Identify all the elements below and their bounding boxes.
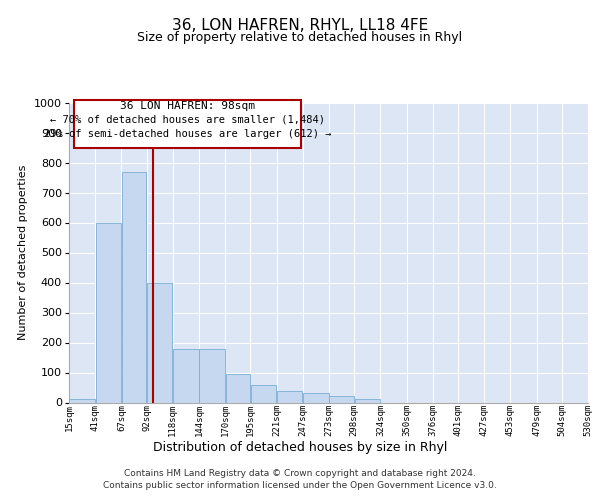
Bar [303, 393, 329, 402]
Text: 36, LON HAFREN, RHYL, LL18 4FE: 36, LON HAFREN, RHYL, LL18 4FE [172, 18, 428, 32]
Bar [355, 399, 380, 402]
Text: 29% of semi-detached houses are larger (612) →: 29% of semi-detached houses are larger (… [44, 129, 331, 139]
Text: Contains HM Land Registry data © Crown copyright and database right 2024.: Contains HM Land Registry data © Crown c… [124, 470, 476, 478]
Bar [70, 399, 95, 402]
Text: 36 LON HAFREN: 98sqm: 36 LON HAFREN: 98sqm [120, 100, 255, 110]
Bar [277, 391, 302, 402]
Text: ← 70% of detached houses are smaller (1,484): ← 70% of detached houses are smaller (1,… [50, 114, 325, 124]
Bar [147, 282, 172, 403]
Text: Size of property relative to detached houses in Rhyl: Size of property relative to detached ho… [137, 31, 463, 44]
Bar [329, 396, 354, 402]
Bar [95, 222, 121, 402]
Text: Contains public sector information licensed under the Open Government Licence v3: Contains public sector information licen… [103, 480, 497, 490]
FancyBboxPatch shape [74, 100, 301, 148]
Bar [173, 348, 199, 403]
Y-axis label: Number of detached properties: Number of detached properties [19, 165, 29, 340]
Bar [199, 348, 225, 403]
Bar [122, 172, 146, 402]
Bar [251, 385, 276, 402]
Text: Distribution of detached houses by size in Rhyl: Distribution of detached houses by size … [153, 441, 447, 454]
Bar [226, 374, 250, 402]
